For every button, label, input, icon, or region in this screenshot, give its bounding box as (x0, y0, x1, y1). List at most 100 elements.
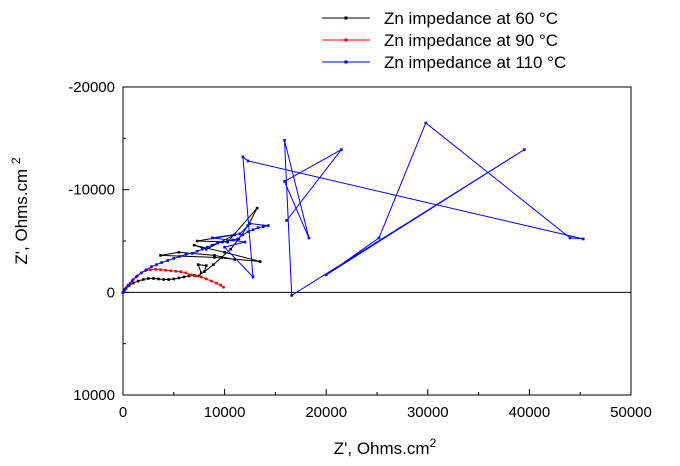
data-point (213, 256, 216, 259)
data-point (258, 260, 262, 263)
x-tick-label: 50000 (610, 404, 652, 421)
data-point (126, 283, 130, 287)
data-point (202, 270, 206, 274)
legend-marker (344, 38, 348, 42)
data-point (307, 236, 311, 240)
data-point (182, 275, 186, 279)
data-point (139, 271, 143, 275)
series-layer (121, 121, 585, 297)
data-point (169, 269, 173, 273)
legend-marker (344, 60, 348, 64)
legend: Zn impedance at 60 °C Zn impedance at 90 … (322, 9, 566, 72)
data-point (283, 139, 286, 142)
legend-label: Zn impedance at 60 °C (384, 9, 558, 28)
data-point (266, 224, 270, 227)
plot-axes: 0 10000 20000 30000 40000 50000-20000-1000001… (68, 79, 652, 421)
legend-item: Zn impedance at 60 °C (322, 9, 558, 28)
data-point (216, 241, 219, 245)
x-tick-label: 40000 (509, 404, 551, 421)
data-point (246, 230, 250, 234)
data-point (147, 277, 150, 280)
legend-label: Zn impedance at 90 °C (384, 31, 558, 50)
x-axis-title: Z', Ohms.cm2 (334, 436, 437, 458)
data-point (167, 278, 171, 281)
data-point (229, 247, 232, 251)
legend-item: Zn impedance at 110 °C (322, 53, 566, 72)
data-point (195, 249, 199, 253)
data-point (172, 257, 176, 260)
data-point (166, 259, 170, 262)
data-point (523, 148, 526, 151)
data-point (220, 256, 223, 259)
data-point (192, 243, 196, 247)
data-point (212, 263, 215, 266)
data-point (200, 247, 204, 251)
data-point (215, 281, 218, 285)
data-point (131, 281, 135, 285)
data-point (238, 232, 242, 236)
data-point (285, 219, 288, 222)
data-point (145, 268, 148, 272)
data-point (160, 261, 163, 264)
data-point (142, 278, 145, 281)
data-point (136, 279, 140, 283)
legend-label: Zn impedance at 110 °C (384, 53, 566, 72)
y-axis-title: Z', Ohms.cm 2 (9, 157, 31, 265)
data-point (162, 278, 165, 281)
data-point (226, 239, 229, 243)
data-point (290, 294, 293, 297)
data-point (195, 239, 199, 243)
series-3 (121, 121, 585, 297)
data-point (149, 268, 152, 272)
data-point (199, 271, 203, 275)
data-point (154, 267, 157, 271)
data-point (189, 273, 193, 277)
data-point (177, 250, 181, 254)
data-point (184, 253, 188, 256)
data-point (130, 279, 134, 283)
data-point (199, 275, 203, 279)
x-axis-title-superscript: 2 (430, 436, 437, 450)
data-point (190, 252, 194, 255)
y-tick-label: -20000 (68, 79, 115, 96)
data-point (134, 275, 138, 279)
data-point (246, 159, 250, 163)
data-point (159, 254, 162, 257)
data-point (197, 274, 201, 278)
data-point (222, 285, 225, 289)
data-point (196, 263, 200, 266)
data-point (581, 237, 585, 241)
data-point (236, 237, 240, 241)
y-tick-label: 10000 (73, 387, 115, 404)
data-point (172, 277, 176, 281)
data-point (424, 121, 428, 125)
data-point (256, 226, 260, 229)
data-point (241, 233, 245, 237)
legend-item: Zn impedance at 90 °C (322, 31, 558, 50)
data-point (150, 265, 153, 268)
data-point (178, 255, 182, 258)
data-point (152, 277, 155, 280)
data-point (159, 268, 162, 272)
axis-labels: Z', Ohms.cm2 Z', Ohms.cm 2 (9, 157, 437, 458)
data-point (340, 148, 343, 151)
data-point (164, 268, 167, 272)
data-point (205, 277, 208, 281)
y-tick-label: 0 (107, 284, 115, 301)
data-point (121, 291, 125, 294)
data-point (221, 240, 224, 244)
y-tick-label: -10000 (68, 182, 115, 199)
data-point (283, 180, 286, 183)
data-point (233, 258, 237, 261)
data-point (155, 263, 158, 266)
data-point (179, 270, 183, 274)
legend-marker (344, 16, 348, 20)
data-point (157, 277, 160, 281)
data-point (123, 287, 127, 291)
data-point (219, 283, 222, 287)
data-point (206, 245, 209, 249)
data-point (324, 273, 328, 277)
x-tick-label: 20000 (305, 404, 347, 421)
data-point (211, 236, 214, 240)
data-point (187, 274, 191, 278)
